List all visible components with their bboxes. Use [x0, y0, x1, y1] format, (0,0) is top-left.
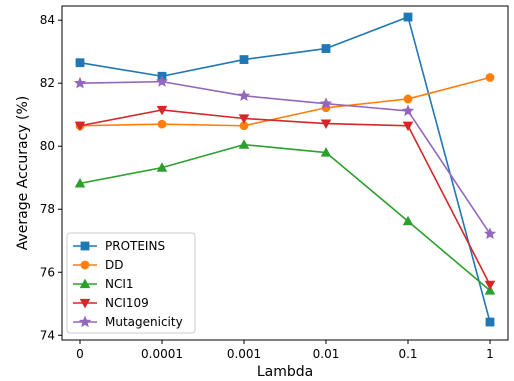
point-dd-4: [403, 94, 413, 104]
y-axis-title: Average Accuracy (%): [15, 96, 31, 251]
point-nci109-2: [238, 114, 250, 124]
x-tick-label: 0.1: [398, 347, 417, 361]
point-nci109-0: [74, 121, 86, 132]
y-tick-label: 76: [40, 265, 55, 279]
series-mutagenicity: [73, 75, 497, 240]
point-proteins-5: [485, 317, 495, 327]
point-dd-5: [485, 73, 495, 82]
line-dd: [79, 76, 491, 127]
point-mutagenicity-2: [237, 89, 251, 102]
x-tick-label: 0.01: [313, 347, 340, 361]
y-axis: 74 76 78 80 82 84: [40, 13, 62, 342]
legend: PROTEINS DD NCI1 NCI109 Mutagenicity: [66, 232, 196, 334]
y-tick-label: 84: [40, 13, 55, 27]
point-proteins-0: [75, 58, 85, 68]
y-tick-label: 78: [40, 202, 55, 216]
x-tick-label: 0.001: [227, 347, 261, 361]
point-nci109-5: [484, 280, 496, 291]
point-mutagenicity-5: [483, 227, 497, 240]
point-proteins-4: [403, 12, 413, 22]
y-tick-label: 82: [40, 76, 55, 90]
legend-label: DD: [105, 258, 123, 272]
legend-marker: [80, 241, 90, 251]
legend-label: NCI109: [105, 296, 149, 310]
legend-marker: [79, 278, 91, 289]
point-proteins-3: [321, 44, 331, 53]
point-mutagenicity-4: [401, 104, 415, 117]
point-nci1-3: [320, 147, 332, 157]
legend-item-nci1: NCI1: [73, 277, 134, 291]
point-proteins-2: [239, 55, 249, 64]
point-nci1-0: [74, 177, 86, 188]
y-tick-label: 74: [40, 328, 55, 342]
point-nci1-4: [402, 215, 414, 226]
x-axis-title: Lambda: [257, 364, 313, 380]
legend-item-dd: DD: [73, 258, 123, 272]
legend-label: PROTEINS: [105, 239, 165, 253]
point-mutagenicity-0: [73, 76, 87, 89]
line-proteins: [79, 16, 491, 323]
point-mutagenicity-1: [155, 75, 169, 87]
line-nci109: [79, 109, 491, 286]
x-axis: 0 0.0001 0.001 0.01 0.1 1: [76, 340, 494, 361]
line-nci1: [79, 143, 491, 292]
legend-item-proteins: PROTEINS: [73, 239, 165, 253]
x-tick-label: 1: [486, 347, 494, 361]
point-nci109-4: [402, 121, 414, 132]
legend-item-mutagenicity: Mutagenicity: [73, 315, 183, 329]
series-layer: [73, 12, 497, 327]
legend-marker: [80, 260, 90, 270]
legend-item-nci109: NCI109: [73, 296, 149, 310]
point-nci1-2: [238, 139, 250, 149]
plot-frame: [61, 5, 509, 341]
legend-label: Mutagenicity: [105, 315, 183, 329]
x-tick-label: 0.0001: [141, 347, 183, 361]
legend-label: NCI1: [105, 277, 134, 291]
point-mutagenicity-3: [319, 97, 333, 109]
point-nci109-3: [320, 119, 332, 129]
legend-marker: [79, 298, 91, 309]
series-proteins: [75, 12, 495, 327]
legend-marker: [78, 315, 92, 328]
point-nci109-1: [156, 105, 168, 116]
series-nci109: [74, 105, 496, 291]
line-mutagenicity: [79, 80, 491, 235]
x-tick-label: 0: [76, 347, 84, 361]
y-tick-label: 80: [40, 139, 55, 153]
legend-frame: [66, 232, 196, 334]
point-dd-1: [157, 119, 167, 129]
point-nci1-1: [156, 162, 168, 172]
